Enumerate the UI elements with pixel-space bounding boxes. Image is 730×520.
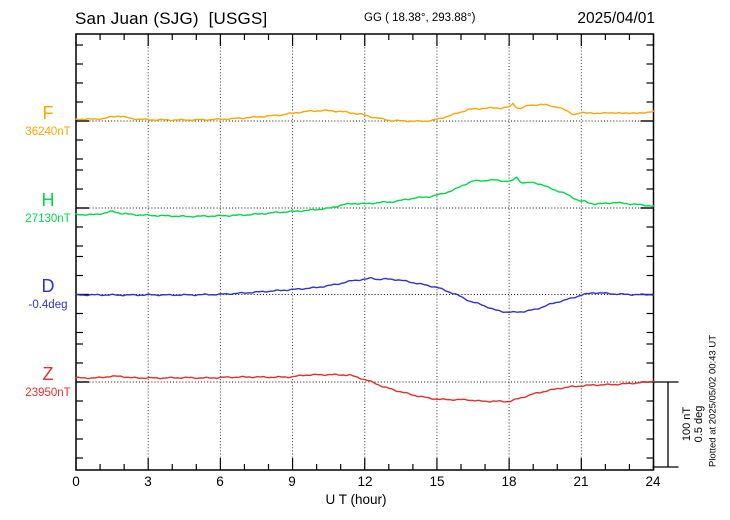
x-tick-15: 15	[429, 474, 445, 489]
channel-Z-baseline-value: 23950nT	[25, 387, 71, 399]
channel-D-baseline-value: -0.4deg	[28, 299, 68, 311]
plot-date: 2025/04/01	[577, 10, 655, 27]
x-tick-3: 3	[144, 474, 152, 489]
channel-F: F 36240nT	[14, 104, 82, 138]
x-tick-6: 6	[216, 474, 224, 489]
geographic-coords: GG ( 18.38°, 293.88°)	[364, 12, 476, 24]
x-tick-24: 24	[645, 474, 661, 489]
x-axis-title: U T (hour)	[325, 492, 387, 507]
channel-H-label: H	[41, 190, 55, 210]
channel-F-label: F	[42, 103, 54, 123]
x-tick-21: 21	[573, 474, 589, 489]
scalebar-deg-label: 0.5 deg	[693, 405, 705, 443]
channel-F-baseline-value: 36240nT	[25, 126, 71, 138]
scalebar-nt-label: 100 nT	[681, 406, 693, 442]
x-tick-18: 18	[501, 474, 517, 489]
channel-Z-label: Z	[42, 364, 54, 384]
x-tick-9: 9	[288, 474, 296, 489]
channel-Z: Z 23950nT	[14, 365, 82, 399]
channel-H-baseline-value: 27130nT	[25, 213, 71, 225]
channel-D: D -0.4deg	[14, 277, 82, 311]
x-tick-12: 12	[357, 474, 373, 489]
channel-H: H 27130nT	[14, 191, 82, 225]
channel-D-label: D	[41, 276, 55, 296]
plotted-at-note: Plotted at 2025/05/02 00:43 UT	[707, 334, 719, 468]
x-tick-0: 0	[72, 474, 80, 489]
station-title: San Juan (SJG) [USGS]	[75, 9, 268, 28]
